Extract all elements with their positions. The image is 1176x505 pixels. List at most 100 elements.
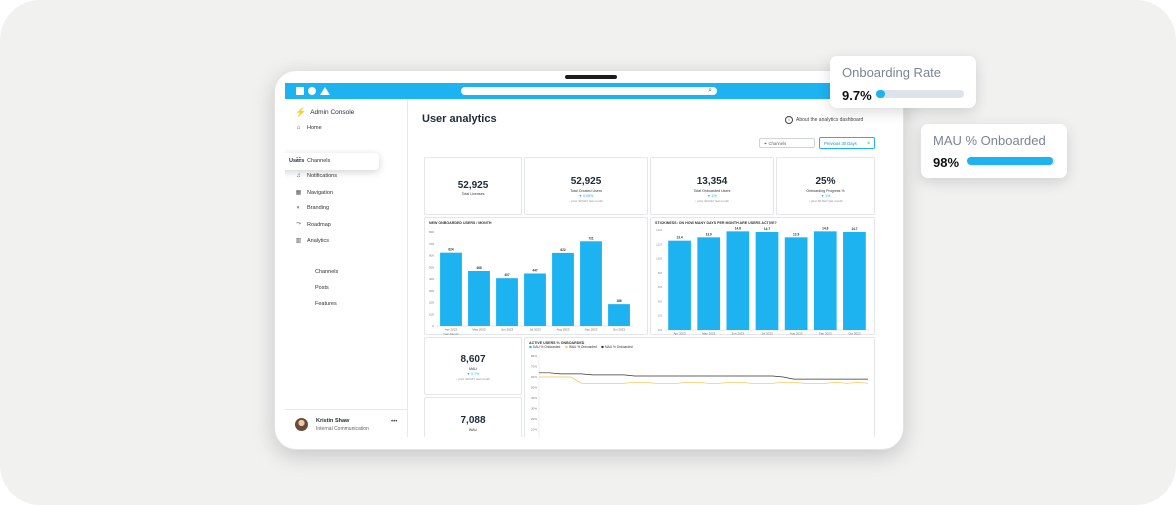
sidebar-subitem-channels[interactable]: Channels (315, 269, 339, 275)
bar-value-label: 622 (560, 248, 566, 252)
sidebar: ⚡ Admin Console ⌂ Home Users ☷ Channels … (285, 99, 408, 437)
x-tick-label: Apr 2023 (445, 328, 458, 332)
user-role: Internal Communication (316, 426, 369, 432)
sidebar-item-label: Channels (307, 157, 331, 164)
series-line (539, 372, 868, 380)
y-tick-label: 20% (531, 417, 537, 421)
clear-icon[interactable]: × (867, 141, 870, 147)
search-input[interactable]: ⌕ (461, 87, 717, 95)
square-icon (296, 87, 304, 95)
kpi-value: 52,925 (457, 180, 489, 191)
kpi-label: Total Created Users (570, 189, 602, 193)
tablet-frame: ⌕ ⚡ Admin Console ⌂ Home Users ☷ Channel… (274, 70, 904, 450)
brand[interactable]: ⚡ Admin Console (295, 107, 354, 118)
kpi-sub: ↓ prior 30 DAY last month (695, 199, 729, 203)
kpi-value: 8,607 (460, 354, 486, 365)
sidebar-item-roadmap[interactable]: ⤳ Roadmap (295, 221, 331, 228)
sidebar-item-home[interactable]: ⌂ Home (295, 125, 322, 131)
legend-label: DAU % Onboarded (533, 345, 561, 349)
y-tick-label: 12.0 (656, 242, 662, 246)
legend-marker (565, 345, 568, 349)
bar (843, 232, 866, 330)
kpi-sub: ↓ prior 30 DAY last month (808, 199, 843, 203)
tablet-notch (565, 75, 617, 79)
period-select[interactable]: Previous 30 Days × (819, 137, 875, 149)
mau-onboarded-value: 98% (933, 155, 960, 170)
y-tick-label: 400 (429, 277, 434, 281)
triangle-icon (320, 87, 330, 95)
about-analytics-link[interactable]: i About the analytics dashboard (785, 116, 863, 124)
sidebar-item-users[interactable]: Users (285, 153, 379, 170)
x-tick-label: Jun 2023 (501, 328, 514, 332)
bar-value-label: 721 (588, 236, 594, 240)
kpi-total-created-users: 52,925 Total Created Users ▼ 0.08% ↓ pri… (524, 157, 648, 215)
main-content: User analytics i About the analytics das… (408, 99, 875, 437)
bar (608, 304, 630, 326)
x-tick-label: May 2023 (702, 332, 716, 336)
sidebar-item-analytics[interactable]: ▥ Analytics (295, 237, 330, 245)
sidebar-item-label: Analytics (307, 237, 330, 244)
kpi-change: ▼ 1% (820, 194, 831, 198)
stickiness-bar-chart: 0.0 2.0 4.0 6.0 8.0 10.0 12.0 14.0 13.4 Apr 2023 1… (656, 226, 869, 336)
y-tick-label: 500 (429, 265, 434, 269)
onboarding-rate-title: Onboarding Rate (842, 65, 942, 80)
sidebar-item-navigation[interactable]: ▦ Navigation (295, 189, 333, 197)
sidebar-item-label: Home (307, 125, 322, 131)
bar-value-label: 14.8 (822, 226, 828, 230)
x-tick-label: Sep 2023 (585, 328, 598, 332)
about-link-label: About the analytics dashboard (796, 117, 864, 123)
kpi-change: ▼ 0.08% (578, 194, 594, 198)
roadmap-icon: ⤳ (296, 221, 301, 227)
search-icon[interactable]: ⌕ (708, 87, 712, 94)
bar-value-label: 624 (448, 248, 454, 252)
channel-filter[interactable]: ⏷ Channels (759, 138, 815, 148)
bar (496, 278, 518, 326)
sidebar-subitem-posts[interactable]: Posts (315, 285, 329, 291)
kpi-change: ▼ 0.7% (466, 372, 480, 376)
sidebar-item-branding[interactable]: ◐ Branding (295, 205, 329, 211)
kpi-value: 52,925 (570, 176, 602, 187)
kpi-label: Total Licenses (461, 192, 485, 196)
onboarding-rate-value: 9.7% (842, 88, 872, 103)
y-tick-label: 80% (531, 354, 537, 358)
kpi-label: WAU (468, 428, 478, 432)
sidebar-item-notifications[interactable]: ♫ Notifications (295, 173, 337, 179)
mau-onboarded-title: MAU % Onboarded (933, 133, 1046, 148)
bolt-icon: ⚡ (295, 107, 307, 117)
top-bar: ⌕ (285, 83, 875, 99)
x-axis-label: Year-Month (443, 332, 459, 336)
sidebar-subitem-features[interactable]: Features (315, 301, 337, 307)
sidebar-item-label: Notifications (307, 173, 337, 179)
bar (468, 271, 490, 326)
mau-onboarded-card: MAU % Onboarded 98% (921, 124, 1067, 178)
bar-value-label: 13.9 (706, 232, 712, 236)
bar-value-label: 14.7 (851, 227, 857, 231)
legend-marker (601, 345, 604, 349)
legend-label: MAU % Onboarded (605, 345, 633, 349)
kpi-sub: ↓ prior 30 DAY last month (456, 377, 490, 381)
mau-onboarded-fill (967, 157, 1054, 165)
chart-title: NEW ONBOARDED USERS / MONTH (429, 221, 492, 225)
y-tick-label: 2.0 (658, 314, 663, 318)
x-tick-label: Aug 2023 (790, 332, 803, 336)
new-onboarded-bar-chart: 0 100 200 300 400 500 600 700 800 624 Apr 2023 468 M… (429, 230, 633, 336)
kpi-label: Onboarding Progress % (806, 189, 845, 193)
onboarding-rate-track (876, 90, 964, 98)
sidebar-item-label: Branding (307, 205, 330, 211)
bar-value-label: 447 (532, 268, 538, 272)
kpi-value: 13,354 (696, 176, 728, 187)
app-title: Admin Console (310, 109, 355, 116)
x-tick-label: Oct 2023 (848, 332, 861, 336)
sidebar-item-channels[interactable]: ☷ Channels (295, 157, 331, 165)
more-options-icon[interactable]: ••• (391, 419, 398, 425)
y-tick-label: 8.0 (658, 271, 663, 275)
bar (784, 237, 808, 330)
bar (552, 252, 574, 326)
bar-value-label: 13.4 (676, 236, 682, 240)
user-profile[interactable]: Kristin Shaw Internal Communication ••• (285, 409, 407, 437)
y-tick-label: 10% (531, 428, 537, 432)
home-icon: ⌂ (296, 125, 301, 131)
bar-value-label: 407 (504, 273, 510, 277)
y-tick-label: 40% (531, 396, 537, 400)
chart-new-onboarded: NEW ONBOARDED USERS / MONTH 0 100 200 300 40… (424, 217, 648, 336)
